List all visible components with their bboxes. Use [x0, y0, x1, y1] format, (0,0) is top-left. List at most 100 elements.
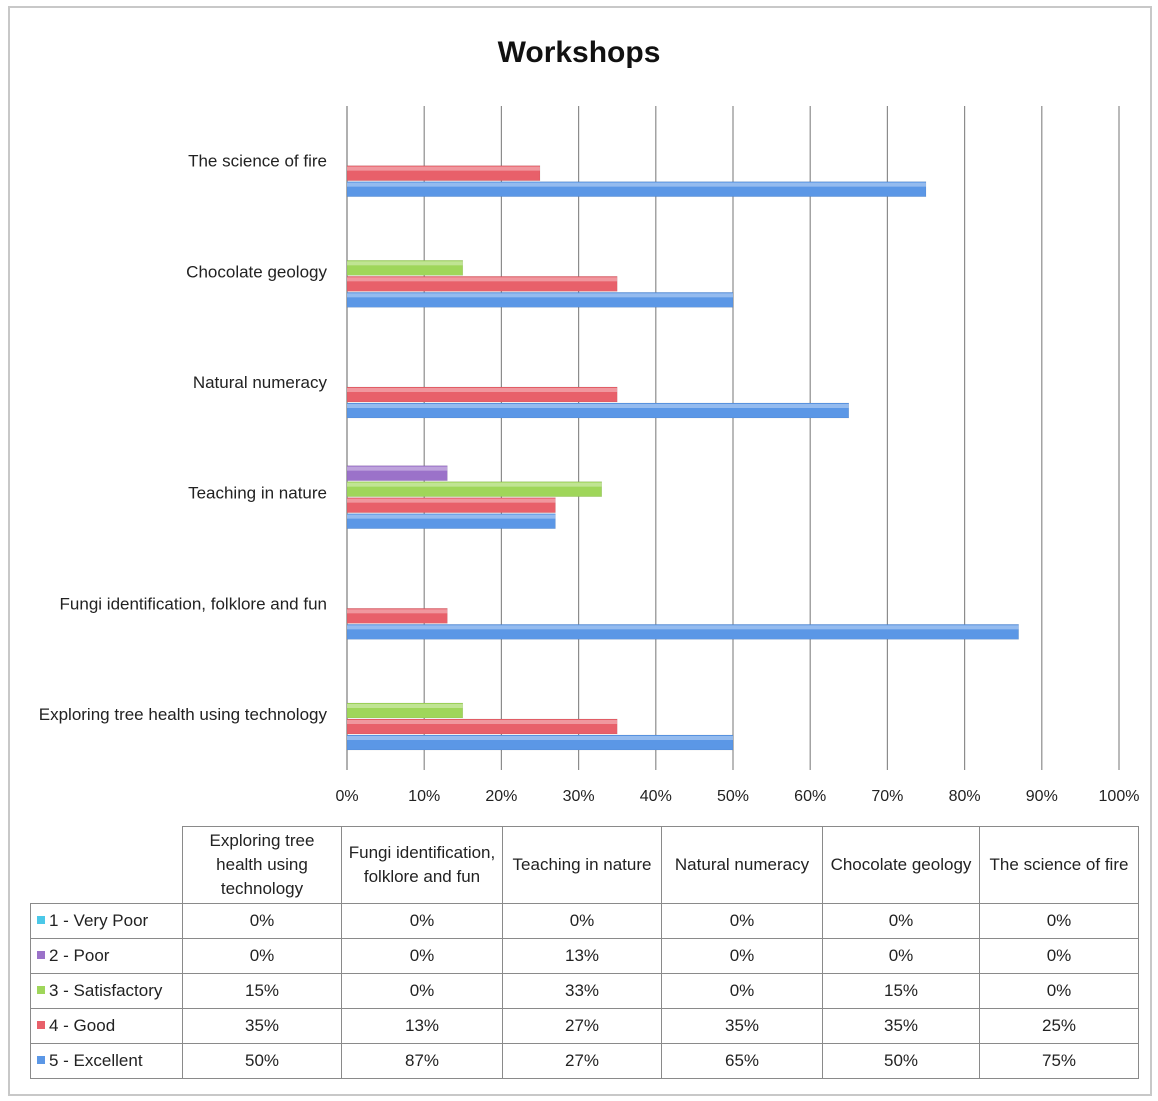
table-cell: 75%: [979, 1043, 1139, 1079]
table-cell: 0%: [822, 903, 980, 939]
legend-row-label: 2 - Poor: [30, 938, 183, 974]
bar-highlight: [347, 466, 448, 471]
x-tick-label: 10%: [408, 788, 440, 805]
bar: [346, 386, 618, 403]
category-label: The science of fire: [188, 152, 327, 171]
table-cell: 35%: [182, 1008, 342, 1044]
table-cell: 35%: [661, 1008, 823, 1044]
bar-highlight: [347, 498, 556, 503]
table-header-cell: The science of fire: [979, 826, 1139, 904]
table-row: 3 - Satisfactory 15% 0% 33% 0% 15% 0%: [30, 973, 1139, 1009]
table-header-row: Exploring tree health using technology F…: [30, 826, 1139, 904]
x-tick-label: 70%: [871, 788, 903, 805]
bar: [346, 402, 850, 419]
table-header-cell: Exploring tree health using technology: [182, 826, 342, 904]
bar: [346, 513, 556, 529]
bar-highlight: [347, 609, 448, 614]
table-row: 5 - Excellent 50% 87% 27% 65% 50% 75%: [30, 1043, 1139, 1079]
legend-label: 2 - Poor: [49, 946, 110, 965]
legend-row-label: 5 - Excellent: [30, 1043, 183, 1079]
data-table: Exploring tree health using technology F…: [30, 826, 1139, 1079]
table-cell: 13%: [502, 938, 662, 974]
legend-label: 3 - Satisfactory: [49, 981, 163, 1000]
chart-title: Workshops: [497, 36, 661, 69]
table-cell: 0%: [979, 938, 1139, 974]
bar: [346, 260, 464, 276]
bar-chart: 0% 10% 20% 30% 40% 50% 60% 70% 80% 90% 100% Explori…: [39, 106, 1140, 805]
bar-highlight: [347, 704, 463, 708]
table-cell: 27%: [502, 1008, 662, 1044]
table-cell: 87%: [341, 1043, 503, 1079]
bar-highlight: [347, 261, 463, 266]
x-tick-label: 100%: [1099, 788, 1140, 805]
x-tick-label: 30%: [563, 788, 595, 805]
category-label: Chocolate geology: [186, 262, 327, 281]
bar: [346, 165, 541, 181]
bar: [346, 608, 448, 624]
table-cell: 0%: [822, 938, 980, 974]
category-label: Exploring tree health using technology: [39, 705, 328, 724]
category-label: Natural numeracy: [193, 373, 328, 392]
bar: [346, 465, 448, 481]
bar-highlight: [347, 482, 602, 487]
legend-label: 5 - Excellent: [49, 1051, 143, 1070]
table-header-cell: Teaching in nature: [502, 826, 662, 904]
bar: [346, 624, 1019, 640]
table-header-cell: Natural numeracy: [661, 826, 823, 904]
bar-highlight: [347, 514, 556, 519]
table-cell: 15%: [182, 973, 342, 1009]
table-cell: 33%: [502, 973, 662, 1009]
table-corner-cell: [30, 826, 183, 904]
table-cell: 13%: [341, 1008, 503, 1044]
legend-swatch: [37, 951, 45, 959]
table-cell: 27%: [502, 1043, 662, 1079]
table-row: 4 - Good 35% 13% 27% 35% 35% 25%: [30, 1008, 1139, 1044]
legend-row-label: 4 - Good: [30, 1008, 183, 1044]
bar-highlight: [347, 625, 1019, 630]
x-tick-label: 50%: [717, 788, 749, 805]
bar: [346, 497, 556, 513]
bar-highlight: [347, 277, 618, 282]
table-row: 1 - Very Poor 0% 0% 0% 0% 0% 0%: [30, 903, 1139, 939]
table-cell: 0%: [182, 938, 342, 974]
bar-highlight: [347, 720, 618, 724]
table-cell: 65%: [661, 1043, 823, 1079]
legend-swatch: [37, 916, 45, 924]
bar: [346, 718, 618, 735]
table-header-cell: Chocolate geology: [822, 826, 980, 904]
bar-highlight: [347, 182, 926, 187]
table-cell: 0%: [979, 903, 1139, 939]
table-cell: 0%: [661, 973, 823, 1009]
table-cell: 0%: [341, 973, 503, 1009]
legend-label: 1 - Very Poor: [49, 911, 149, 930]
table-cell: 0%: [979, 973, 1139, 1009]
x-tick-label: 0%: [335, 788, 358, 805]
bar-highlight: [347, 736, 733, 740]
x-tick-label: 80%: [949, 788, 981, 805]
table-header-cell: Fungi identification, folklore and fun: [341, 826, 503, 904]
legend-swatch: [37, 986, 45, 994]
x-tick-label: 90%: [1026, 788, 1058, 805]
table-row: 2 - Poor 0% 0% 13% 0% 0% 0%: [30, 938, 1139, 974]
table-cell: 50%: [182, 1043, 342, 1079]
bar: [346, 481, 603, 497]
table-cell: 0%: [661, 903, 823, 939]
legend-swatch: [37, 1021, 45, 1029]
legend-row-label: 1 - Very Poor: [30, 903, 183, 939]
category-label: Fungi identification, folklore and fun: [60, 594, 327, 613]
bar: [346, 702, 464, 719]
legend-label: 4 - Good: [49, 1016, 116, 1035]
bar: [346, 276, 618, 292]
bar-highlight: [347, 293, 733, 298]
category-label: Teaching in nature: [188, 484, 327, 503]
table-cell: 0%: [341, 938, 503, 974]
bar-highlight: [347, 404, 849, 408]
table-cell: 25%: [979, 1008, 1139, 1044]
x-tick-label: 40%: [640, 788, 672, 805]
legend-row-label: 3 - Satisfactory: [30, 973, 183, 1009]
x-tick-label: 60%: [794, 788, 826, 805]
bar: [346, 734, 734, 751]
bar-highlight: [347, 166, 540, 171]
bar-highlight: [347, 388, 618, 392]
bar: [346, 292, 734, 308]
